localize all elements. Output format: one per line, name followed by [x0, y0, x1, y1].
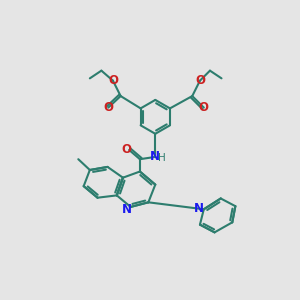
Text: O: O	[121, 143, 131, 157]
Text: N: N	[194, 202, 203, 215]
Text: N: N	[150, 150, 160, 164]
Text: H: H	[158, 153, 166, 163]
Text: O: O	[103, 101, 113, 114]
Text: N: N	[122, 203, 132, 216]
Text: O: O	[195, 74, 205, 87]
Text: O: O	[108, 74, 118, 87]
Text: O: O	[199, 101, 209, 114]
